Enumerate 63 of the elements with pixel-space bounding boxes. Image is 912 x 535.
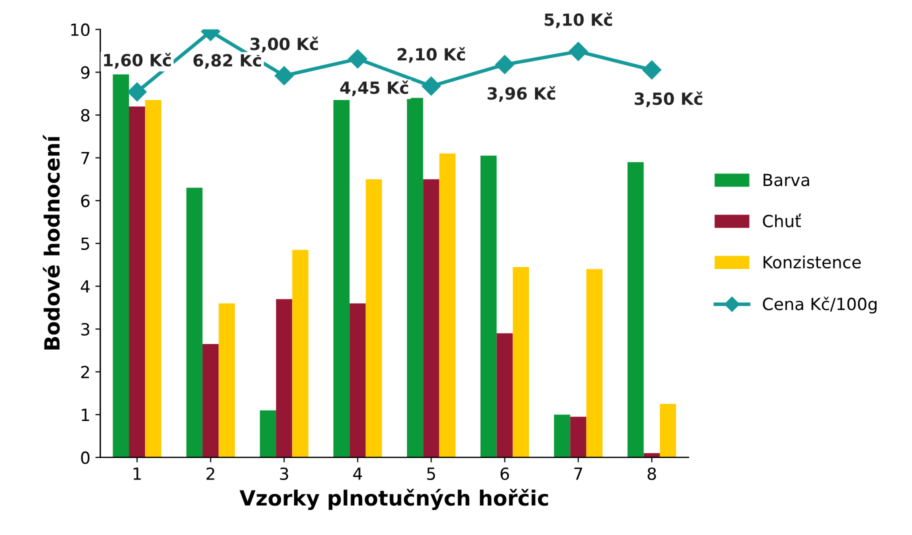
y-tick-label: 8 (81, 108, 90, 122)
bar (628, 162, 644, 458)
legend-label: Konzistence (764, 256, 861, 268)
x-axis-title: Vzorky plnotučných hořčic (240, 488, 548, 510)
bar (644, 453, 660, 458)
bar (496, 333, 513, 458)
bar (112, 74, 129, 458)
y-tick-label: 10 (71, 23, 90, 36)
point (348, 49, 368, 68)
y-tick-label: 2 (81, 366, 89, 378)
bar (512, 266, 529, 458)
y-axis-title: Bodové hodnocení (42, 134, 60, 350)
bar (128, 106, 146, 458)
y-tick-label: 6 (81, 194, 90, 208)
bar (366, 179, 382, 458)
data-label: 3,00 Kč (250, 36, 318, 52)
data-label: 4,45 Kč (340, 80, 408, 96)
bar (260, 410, 276, 458)
y-tick-label: 5 (81, 238, 90, 250)
x-tick-label: 7 (574, 468, 582, 480)
bar (292, 250, 308, 458)
bar (333, 100, 350, 458)
y-tick-label: 0 (81, 451, 90, 464)
bar (406, 98, 424, 458)
bar (276, 299, 292, 458)
bar (218, 303, 235, 458)
point (274, 66, 294, 86)
legend-label: Barva (764, 174, 810, 186)
bar (202, 344, 219, 458)
x-tick-label: 8 (648, 467, 656, 480)
legend-label: Cena Kč/100g (762, 296, 877, 314)
data-label: 3,96 Kč (488, 86, 556, 102)
legend-label: Chuť (762, 214, 801, 228)
bar (570, 416, 586, 458)
bar (145, 100, 162, 458)
data-label: 3,50 Kč (634, 91, 702, 108)
x-tick-label: 5 (427, 468, 436, 480)
y-tick-label: 1 (82, 408, 90, 421)
data-label: 2,10 Kč (398, 47, 466, 63)
x-tick-label: 1 (134, 468, 141, 480)
x-tick-label: 4 (353, 468, 362, 480)
y-tick-label: 3 (81, 322, 90, 336)
data-label: 5,10 Kč (544, 12, 612, 28)
y-tick-label: 7 (81, 152, 90, 164)
x-tick-label: 2 (206, 467, 214, 480)
x-tick-label: 3 (280, 467, 288, 480)
bar (586, 269, 603, 458)
bar (350, 303, 366, 458)
point (495, 55, 514, 74)
bar (660, 404, 676, 458)
point (568, 42, 588, 61)
point (128, 82, 147, 102)
y-tick-label: 4 (80, 280, 90, 293)
y-tick-label: 9 (81, 66, 90, 79)
x-tick-label: 6 (500, 467, 509, 480)
point (642, 60, 662, 80)
bar (480, 156, 497, 458)
bar (439, 154, 456, 458)
data-label: 1,60 Kč (104, 52, 172, 69)
bar (186, 188, 203, 458)
bar (423, 179, 440, 458)
point (422, 76, 441, 96)
bar (554, 414, 570, 458)
